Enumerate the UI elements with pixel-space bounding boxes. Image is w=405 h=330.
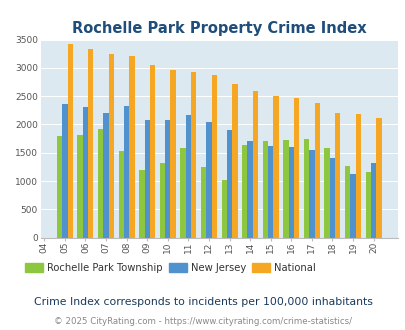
Bar	[159, 163, 165, 238]
Bar	[344, 166, 350, 238]
Text: Crime Index corresponds to incidents per 100,000 inhabitants: Crime Index corresponds to incidents per…	[34, 297, 371, 307]
Bar	[355, 114, 360, 238]
Bar	[103, 113, 109, 238]
Bar	[67, 44, 73, 238]
Bar	[252, 91, 258, 238]
Bar	[124, 106, 129, 238]
Title: Rochelle Park Property Crime Index: Rochelle Park Property Crime Index	[72, 21, 366, 36]
Bar	[334, 113, 340, 238]
Bar	[109, 54, 114, 238]
Bar	[129, 56, 134, 238]
Bar	[350, 174, 355, 238]
Bar	[370, 163, 375, 238]
Bar	[211, 75, 216, 238]
Bar	[247, 142, 252, 238]
Bar	[303, 139, 309, 238]
Bar	[139, 170, 144, 238]
Bar	[267, 146, 273, 238]
Legend: Rochelle Park Township, New Jersey, National: Rochelle Park Township, New Jersey, Nati…	[21, 259, 319, 277]
Bar	[98, 129, 103, 238]
Bar	[88, 49, 93, 238]
Bar	[262, 141, 267, 238]
Text: © 2025 CityRating.com - https://www.cityrating.com/crime-statistics/: © 2025 CityRating.com - https://www.city…	[54, 317, 351, 326]
Bar	[232, 84, 237, 238]
Bar	[221, 181, 226, 238]
Bar	[149, 65, 155, 238]
Bar	[118, 151, 124, 238]
Bar	[165, 120, 170, 238]
Bar	[57, 136, 62, 238]
Bar	[375, 118, 381, 238]
Bar	[314, 103, 319, 238]
Bar	[170, 70, 175, 238]
Bar	[62, 104, 67, 238]
Bar	[364, 172, 370, 238]
Bar	[226, 130, 232, 238]
Bar	[288, 147, 293, 238]
Bar	[309, 150, 314, 238]
Bar	[191, 72, 196, 238]
Bar	[144, 120, 149, 238]
Bar	[206, 122, 211, 238]
Bar	[324, 148, 329, 238]
Bar	[329, 158, 334, 238]
Bar	[180, 148, 185, 238]
Bar	[77, 135, 83, 238]
Bar	[200, 167, 206, 238]
Bar	[283, 140, 288, 238]
Bar	[83, 107, 88, 238]
Bar	[293, 98, 298, 238]
Bar	[241, 145, 247, 238]
Bar	[185, 115, 191, 238]
Bar	[273, 96, 278, 238]
